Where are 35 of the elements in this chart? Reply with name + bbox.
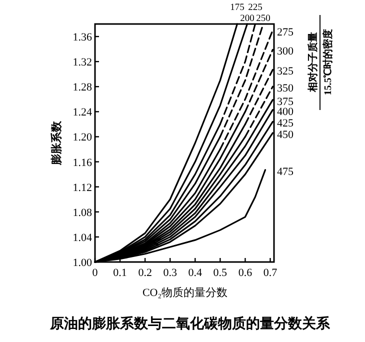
series-label: 475 xyxy=(277,166,294,178)
series-label: 275 xyxy=(277,26,294,38)
x-tick-label: 0.4 xyxy=(188,267,203,279)
series-label: 400 xyxy=(277,106,294,118)
series-label: 375 xyxy=(277,96,294,108)
x-tick-label: 0.3 xyxy=(163,267,178,279)
legend-title: 相对分子质量 15.5℃时的密度 xyxy=(307,28,334,96)
y-tick-label: 1.36 xyxy=(72,32,92,44)
y-tick-label: 1.24 xyxy=(72,106,92,119)
y-tick-label: 1.28 xyxy=(72,82,92,94)
x-tick-label: 0.2 xyxy=(138,267,152,279)
y-tick-label: 1.08 xyxy=(72,206,92,219)
y-tick-label: 1.04 xyxy=(72,232,92,244)
series-label: 200 xyxy=(240,14,255,24)
series-label: 325 xyxy=(277,66,294,78)
x-tick-label: 0.5 xyxy=(213,267,228,279)
y-tick-label: 1.12 xyxy=(72,182,92,194)
y-tick-label: 1.00 xyxy=(72,257,92,269)
series-label: 225 xyxy=(248,3,263,13)
series-label: 425 xyxy=(277,118,294,130)
y-axis-title: 膨胀系数 xyxy=(50,120,63,166)
x-axis-title: CO₂物质的量分数 xyxy=(142,286,228,299)
y-tick-label: 1.20 xyxy=(72,132,92,144)
x-tick-label: 0 xyxy=(92,267,98,279)
series-label: 450 xyxy=(277,128,294,141)
series-label: 350 xyxy=(277,82,294,95)
y-tick-label: 1.16 xyxy=(72,156,92,169)
x-tick-label: 0.6 xyxy=(238,267,253,279)
series-label: 300 xyxy=(277,46,294,58)
x-tick-label: 0.7 xyxy=(263,267,278,279)
y-tick-label: 1.32 xyxy=(72,56,92,69)
series-label: 250 xyxy=(256,14,271,24)
series-label: 175 xyxy=(230,3,245,13)
text: 原油的膨胀系数与二氧化碳物质的量分数关系 xyxy=(49,315,331,332)
x-tick-label: 0.1 xyxy=(113,267,127,279)
